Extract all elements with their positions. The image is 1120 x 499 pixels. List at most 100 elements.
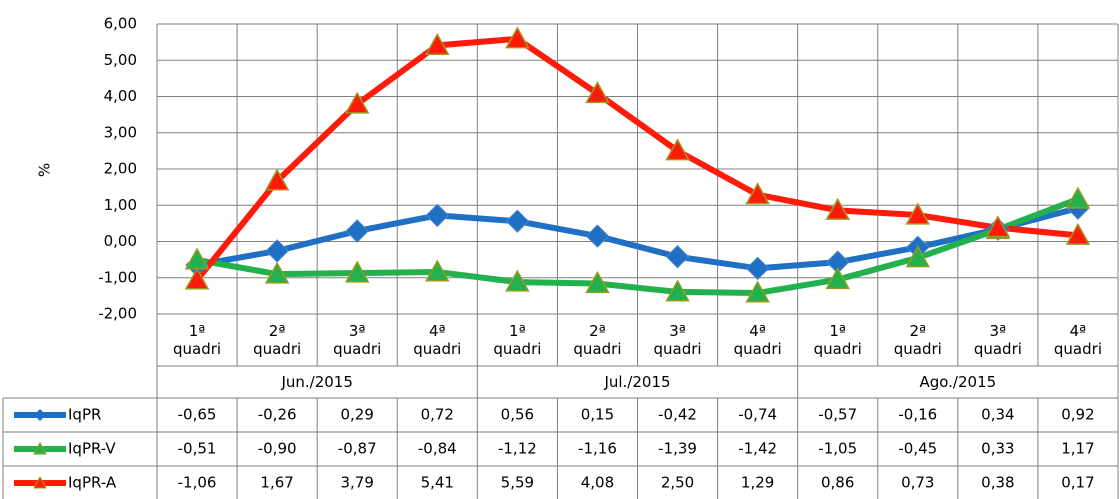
y-axis-label: %	[36, 163, 54, 177]
category-cell: 3ª quadri	[317, 314, 397, 366]
category-cell: 2ª quadri	[878, 314, 958, 366]
legend-marker	[34, 409, 46, 421]
group-label: Jun./2015	[281, 373, 353, 391]
marker	[665, 245, 690, 269]
marker	[1065, 186, 1091, 209]
category-label: 3ª quadri	[653, 322, 702, 358]
value-label: 0,92	[1061, 406, 1094, 424]
marker	[505, 26, 530, 49]
marker	[905, 245, 931, 268]
value-label: -0,51	[178, 440, 217, 458]
value-label: 0,29	[341, 406, 374, 424]
value-label: 1,67	[260, 474, 293, 492]
category-label: 4ª quadri	[733, 322, 782, 358]
legend-marker	[33, 475, 47, 489]
marker	[585, 81, 610, 104]
value-label: 0,38	[981, 474, 1014, 492]
value-label: 0,86	[821, 474, 854, 492]
y-tick-label: 3,00	[104, 123, 137, 141]
value-label: 0,34	[981, 406, 1014, 424]
value-label: -0,16	[898, 406, 937, 424]
category-cell: 4ª quadri	[718, 314, 798, 366]
y-tick-label: 0,00	[104, 232, 137, 250]
marker	[745, 280, 770, 303]
category-cell: 1ª quadri	[798, 314, 878, 366]
series-line	[194, 35, 1079, 282]
marker	[825, 267, 850, 290]
value-label: 0,15	[581, 406, 614, 424]
marker	[264, 261, 290, 284]
y-tick-label: 5,00	[104, 51, 137, 69]
value-label: 0,73	[901, 474, 934, 492]
group-label: Jul./2015	[604, 373, 671, 391]
value-label: -0,65	[178, 406, 217, 424]
marker	[585, 271, 610, 294]
category-label: 2ª quadri	[573, 322, 622, 358]
value-label: 1,17	[1061, 440, 1094, 458]
category-cell: 4ª quadri	[1038, 314, 1118, 366]
legend-label: IqPR	[68, 406, 101, 424]
marker	[264, 168, 290, 191]
category-label: 3ª quadri	[333, 322, 382, 358]
category-cell: 3ª quadri	[638, 314, 718, 366]
value-label: -0,42	[658, 406, 697, 424]
marker	[265, 239, 289, 263]
series-line	[196, 205, 1079, 272]
legend-marker	[33, 441, 47, 455]
y-tick-label: -2,00	[98, 305, 137, 323]
y-tick-label: -1,00	[98, 268, 137, 286]
legend-label: IqPR-V	[68, 440, 116, 458]
group-label: Ago./2015	[919, 373, 997, 391]
value-label: 0,17	[1061, 474, 1094, 492]
marker	[344, 260, 370, 283]
category-label: 1ª quadri	[493, 322, 542, 358]
marker	[505, 209, 530, 233]
value-label: 1,29	[741, 474, 774, 492]
series-line	[196, 196, 1080, 296]
category-cell: 2ª quadri	[557, 314, 637, 366]
category-cell: 2ª quadri	[237, 314, 317, 366]
marker	[905, 202, 931, 225]
marker	[745, 182, 770, 205]
marker	[344, 91, 370, 114]
value-label: 2,50	[661, 474, 694, 492]
marker	[345, 219, 369, 243]
value-label: -0,57	[818, 406, 857, 424]
value-label: -0,74	[738, 406, 777, 424]
value-label: -1,42	[738, 440, 777, 458]
y-tick-label: 2,00	[104, 160, 137, 178]
category-cell: 1ª quadri	[477, 314, 557, 366]
y-tick-label: 6,00	[104, 15, 137, 33]
value-label: -1,06	[178, 474, 217, 492]
marker	[585, 224, 610, 248]
category-label: 3ª quadri	[973, 322, 1022, 358]
value-label: -0,90	[258, 440, 297, 458]
marker	[985, 215, 1011, 238]
value-label: 5,59	[501, 474, 534, 492]
value-label: -1,39	[658, 440, 697, 458]
value-label: -0,26	[258, 406, 297, 424]
value-label: 4,08	[581, 474, 614, 492]
marker	[665, 138, 690, 161]
category-cell: 3ª quadri	[958, 314, 1038, 366]
marker	[184, 267, 210, 290]
value-label: 3,79	[341, 474, 374, 492]
value-label: 0,33	[981, 440, 1014, 458]
value-label: -0,87	[338, 440, 377, 458]
y-tick-label: 1,00	[104, 196, 137, 214]
category-label: 4ª quadri	[413, 322, 462, 358]
marker	[825, 197, 850, 220]
marker	[425, 32, 450, 55]
value-label: -1,05	[818, 440, 857, 458]
value-label: -1,12	[498, 440, 537, 458]
marker	[505, 269, 530, 292]
value-label: 0,56	[501, 406, 534, 424]
category-label: 1ª quadri	[813, 322, 862, 358]
value-label: 0,72	[421, 406, 454, 424]
marker	[425, 203, 449, 228]
marker	[745, 256, 770, 281]
marker	[1065, 222, 1091, 245]
value-label: 5,41	[421, 474, 454, 492]
y-tick-label: 4,00	[104, 87, 137, 105]
